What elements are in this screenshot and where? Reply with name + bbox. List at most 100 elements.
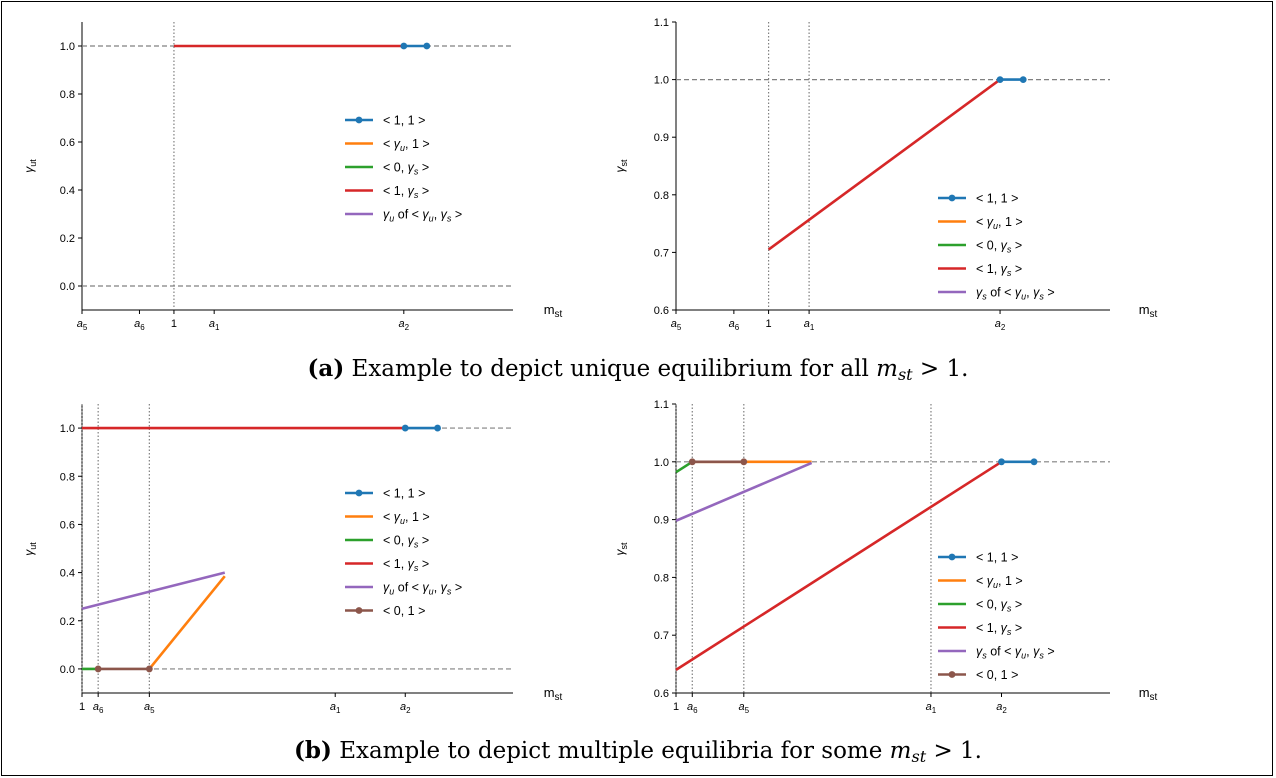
legend-label-part: , 1 > — [405, 137, 430, 151]
legend-label-gamma-sub: u — [400, 143, 405, 153]
x-tick-label: a1 — [209, 318, 220, 332]
legend-label-part: < 1, — [383, 557, 408, 571]
legend-label-gamma-sub: u — [1021, 292, 1026, 302]
x-axis-label-sub: st — [1150, 309, 1158, 320]
legend-label-part: > — [418, 161, 429, 175]
x-tick-var: a — [729, 318, 735, 330]
legend-label-gamma: γ — [408, 184, 415, 198]
legend-label-gamma: γ — [408, 534, 415, 548]
x-tick-label: a5 — [739, 701, 750, 715]
x-tick-var: a — [996, 701, 1002, 713]
x-tick-var: a — [400, 701, 406, 713]
legend-label-gamma: γ — [441, 581, 448, 595]
series-point-brown — [688, 458, 696, 466]
legend-label-red: < 1, γs​ > — [976, 621, 1022, 637]
x-tick-sub: 6 — [735, 323, 740, 332]
legend-label-blue: < 1, 1 > — [383, 487, 425, 501]
y-axis-label-var: γ — [613, 166, 627, 173]
x-tick-var: a — [739, 701, 745, 713]
legend-label-part: > — [418, 557, 429, 571]
y-tick-label: 1.0 — [654, 75, 669, 87]
legend-label-part: < 1, 1 > — [383, 487, 425, 501]
legend-label-orange: < γu​, 1 > — [976, 574, 1023, 590]
x-tick-label: 1 — [673, 701, 679, 713]
legend-label-gamma: γ — [394, 137, 401, 151]
legend-label-gamma-sub: s — [447, 214, 452, 224]
x-tick-label: a2 — [399, 318, 410, 332]
legend-label-gamma-sub: u — [389, 587, 394, 597]
x-axis-label-sub: st — [555, 692, 563, 703]
legend-label-part: > — [418, 534, 429, 548]
x-axis-label-var: m — [1139, 685, 1150, 700]
x-tick-var: a — [134, 318, 140, 330]
legend-label-part: of < — [394, 208, 422, 222]
legend-label-gamma-sub: s — [1039, 651, 1044, 661]
y-tick-label: 0.6 — [60, 137, 75, 149]
series-point-blue — [423, 42, 431, 50]
legend-label-green: < 0, γs​ > — [976, 598, 1022, 614]
legend-label-purple: γs​ of < γu​, γs​ > — [976, 645, 1055, 661]
y-tick-label: 1.1 — [654, 399, 669, 411]
legend-label-part: > — [1011, 598, 1022, 612]
legend-marker-blue — [948, 194, 956, 202]
caption-a-sub: st — [897, 365, 913, 384]
x-tick-var: a — [804, 318, 810, 330]
legend-label-part: , 1 > — [405, 510, 430, 524]
y-axis-label-sub: st — [619, 159, 629, 167]
x-tick-label: a6 — [687, 701, 698, 715]
y-tick-label: 0.9 — [654, 132, 669, 144]
legend-marker-brown — [948, 671, 956, 678]
legend-label-green: < 0, γs​ > — [383, 534, 429, 550]
x-tick-sub: 5 — [677, 323, 682, 332]
legend-label-gamma: γ — [1033, 286, 1040, 300]
caption-a: (a) Example to depict unique equilibrium… — [0, 355, 1276, 384]
legend-label-part: > — [1011, 621, 1022, 635]
caption-b-rel: > 1. — [933, 738, 982, 764]
x-tick-var: a — [209, 318, 215, 330]
series-point-blue — [1019, 76, 1027, 83]
legend-label-blue: < 1, 1 > — [383, 114, 425, 128]
y-tick-label: 0.9 — [654, 515, 669, 527]
legend: < 1, 1 >< γu​, 1 >< 0, γs​ >< 1, γs​ >γs… — [938, 192, 1055, 302]
x-axis-label: mst — [1139, 302, 1158, 320]
legend-marker-blue — [355, 116, 363, 124]
x-axis-label-sub: st — [1150, 692, 1158, 703]
legend-label-part: , 1 > — [998, 215, 1023, 229]
legend-label-gamma-sub: u — [429, 214, 434, 224]
y-tick-label: 0.6 — [654, 688, 669, 700]
y-axis-label-var: γ — [22, 166, 36, 173]
legend-label-gamma-sub: u — [400, 516, 405, 526]
x-tick-sub: 5 — [150, 706, 155, 715]
legend-label-gamma: γ — [1001, 239, 1008, 253]
legend-label-part: < 1, — [976, 262, 1001, 276]
y-axis-label: γst — [613, 159, 629, 173]
legend-label-blue: < 1, 1 > — [976, 551, 1018, 565]
x-tick-label: a2 — [995, 318, 1006, 332]
y-tick-label: 0.8 — [654, 572, 669, 584]
legend-label-part: < — [976, 574, 987, 588]
legend-label-part: of < — [394, 581, 422, 595]
legend-label-gamma-sub: s — [1007, 604, 1012, 614]
legend-label-gamma-sub: s — [1007, 268, 1012, 278]
legend-label-green: < 0, γs​ > — [976, 239, 1022, 255]
x-tick-var: a — [687, 701, 693, 713]
legend-label-gamma: γ — [441, 208, 448, 222]
series-point-brown — [94, 665, 102, 673]
x-tick-label: a2 — [400, 701, 411, 715]
legend-label-part: > — [1044, 286, 1055, 300]
legend-label-gamma: γ — [987, 574, 994, 588]
x-axis-label-var: m — [1139, 302, 1150, 317]
legend-label-part: > — [1044, 645, 1055, 659]
x-tick-label: a2 — [996, 701, 1007, 715]
y-axis-label-var: γ — [613, 549, 627, 556]
legend-label-gamma-sub: s — [1007, 245, 1012, 255]
legend-label-brown: < 0, 1 > — [976, 668, 1018, 682]
y-axis-label: γst — [613, 542, 629, 556]
x-axis-label: mst — [1139, 685, 1158, 703]
legend-marker-blue — [355, 489, 363, 497]
legend-label-part: < 1, — [976, 621, 1001, 635]
legend-label-gamma: γ — [1001, 598, 1008, 612]
